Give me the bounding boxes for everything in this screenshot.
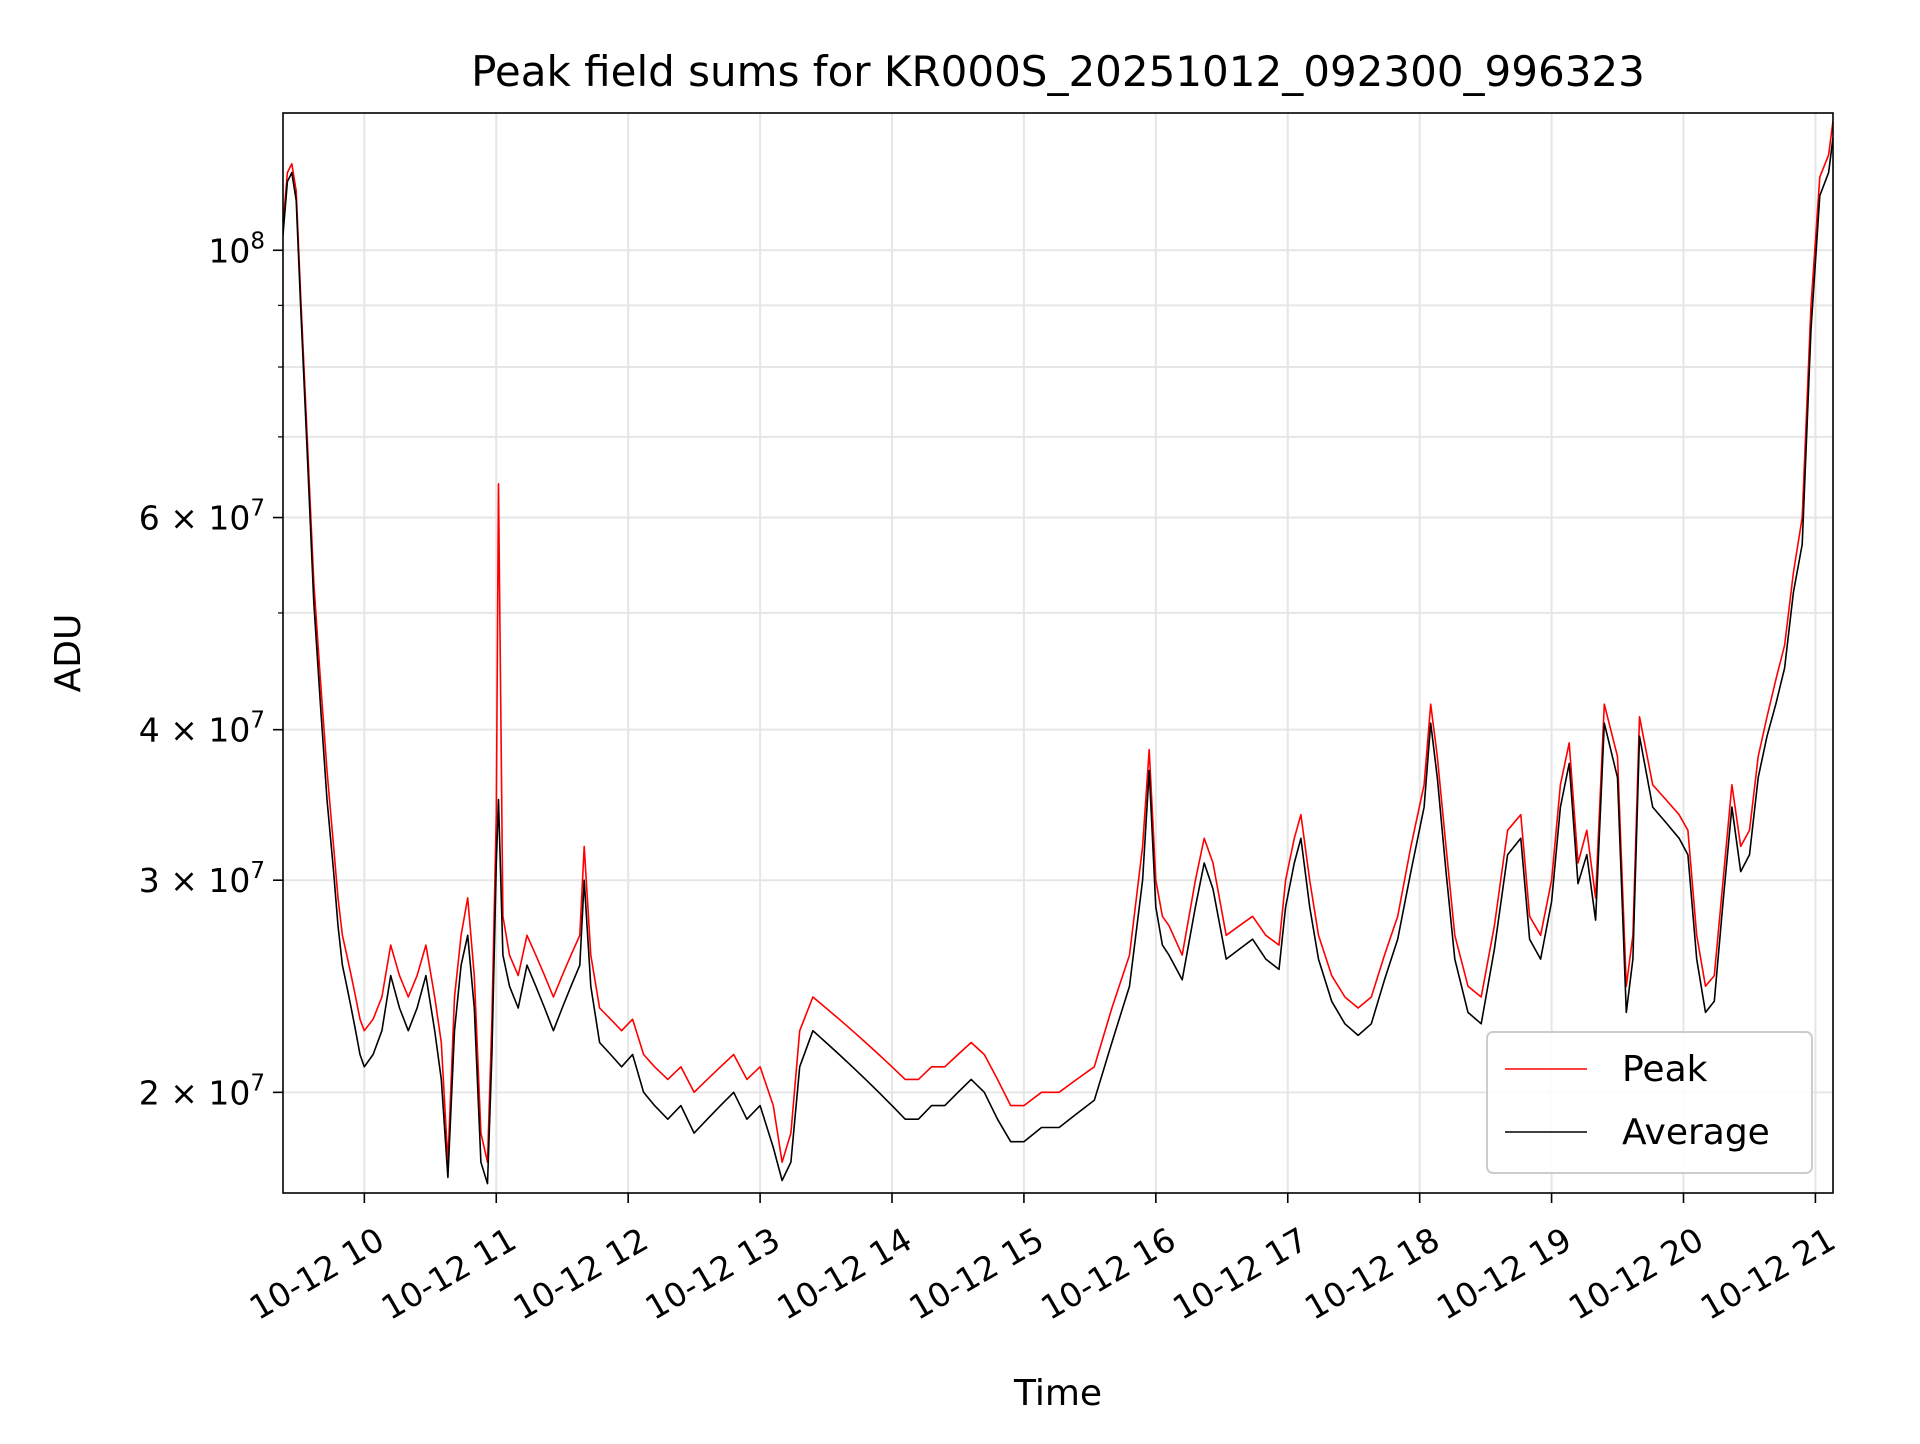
y-tick-label-exponent: 7 [250,708,265,734]
series-line-peak [283,120,1833,1163]
legend-box [1486,1031,1813,1174]
legend-peak-label: Peak [1622,1049,1708,1090]
y-axis-label: ADU [48,614,89,693]
y-tick-label-base: 10 [208,231,250,270]
legend-average-label: Average [1622,1112,1770,1153]
y-tick-label-base: 6 × 10 [139,499,251,538]
plot-frame [282,112,1834,1194]
y-tick-label: 4 × 107 [139,708,265,750]
y-tick-label-base: 4 × 10 [139,711,251,750]
y-tick-label: 2 × 107 [139,1070,265,1112]
y-tick-label-exponent: 8 [250,228,265,254]
x-axis-label: Time [1013,1373,1102,1414]
y-tick-label: 3 × 107 [139,858,265,900]
y-tick-label: 6 × 107 [139,496,265,538]
y-tick-label-exponent: 7 [250,858,265,884]
chart-title: Peak field sums for KR000S_20251012_0923… [471,47,1645,96]
y-tick-label-base: 2 × 10 [139,1073,251,1112]
y-tick-label: 108 [208,228,265,270]
series-layer [283,120,1833,1185]
y-tick-label-base: 3 × 10 [139,861,251,900]
y-tick-label-exponent: 7 [250,1070,265,1096]
y-tick-label-exponent: 7 [250,496,265,522]
legend: Peak Average [1486,1031,1813,1174]
series-line-average [283,137,1833,1185]
